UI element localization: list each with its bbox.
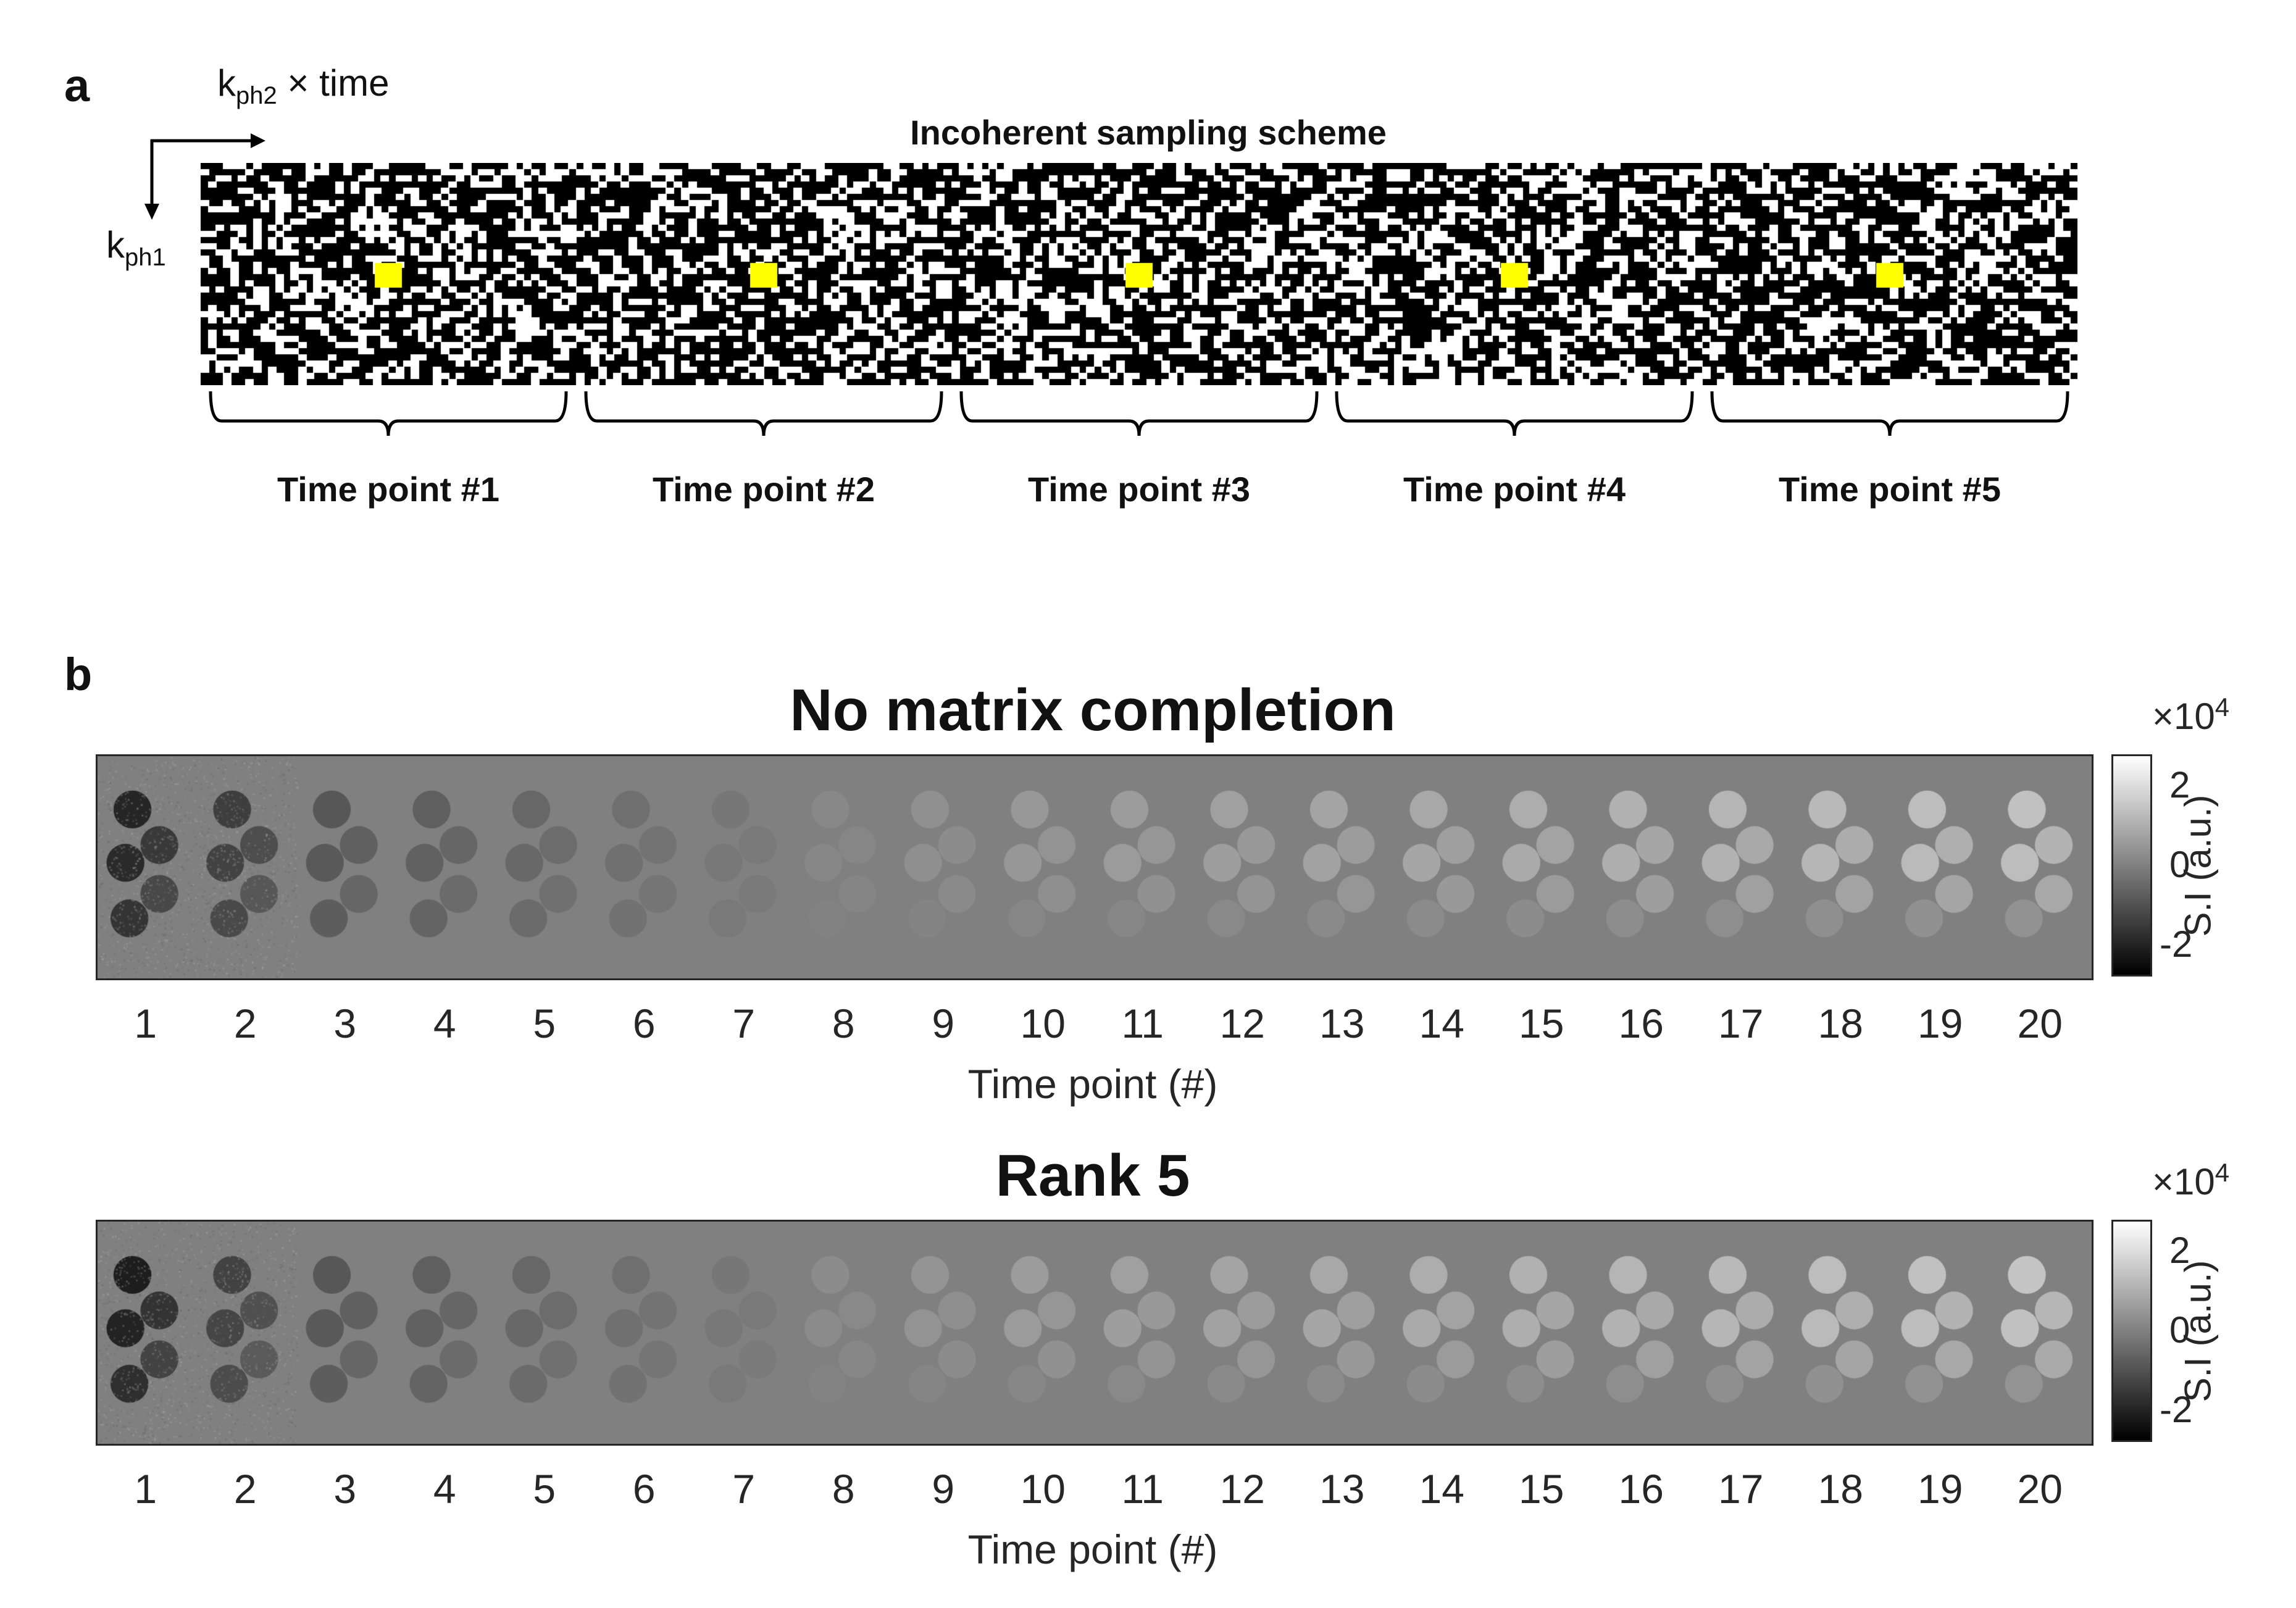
colorbar-label: S.I (a.u.) <box>2177 1260 2219 1402</box>
exponent-power: 4 <box>2215 693 2230 722</box>
kph2-time-label: kph2 × time <box>217 62 389 110</box>
x-tick-label: 17 <box>1718 1466 1764 1512</box>
plot-title: No matrix completion <box>790 677 1396 743</box>
x-tick-label: 16 <box>1618 1001 1664 1046</box>
x-tick-label: 12 <box>1219 1001 1265 1046</box>
x-tick-label: 19 <box>1918 1001 1963 1046</box>
x-tick-label: 20 <box>2017 1001 2063 1046</box>
x-tick-label: 11 <box>1121 1001 1164 1046</box>
time-point-brace <box>1710 391 2069 436</box>
time-point-braces <box>209 391 2069 436</box>
axis-arrows <box>144 133 265 220</box>
x-tick-label: 15 <box>1519 1001 1564 1046</box>
x-tick-label: 8 <box>832 1001 855 1046</box>
x-tick-label: 11 <box>1121 1466 1164 1512</box>
x-tick-label: 18 <box>1818 1466 1863 1512</box>
x-tick-label: 1 <box>134 1466 157 1512</box>
x-tick-label: 20 <box>2017 1466 2063 1512</box>
x-tick-label: 6 <box>632 1466 656 1512</box>
x-tick-label: 13 <box>1319 1466 1365 1512</box>
x-tick-label: 7 <box>732 1466 756 1512</box>
x-tick-label: 3 <box>333 1001 357 1046</box>
sampling-mask <box>201 163 2077 385</box>
time-point-label: Time point #3 <box>1028 470 1250 509</box>
heatmap-image <box>96 754 2094 980</box>
x-tick-label: 10 <box>1020 1001 1066 1046</box>
colorbar-tick-label: 2 <box>2169 764 2190 806</box>
time-point-brace <box>584 391 943 436</box>
exponent-base: ×10 <box>2152 696 2215 737</box>
kph2-suffix: × time <box>277 62 390 104</box>
time-point-label: Time point #1 <box>277 470 499 509</box>
x-tick-label: 2 <box>233 1001 257 1046</box>
exponent-base: ×10 <box>2152 1161 2215 1202</box>
colorbar-exponent: ×104 <box>2152 693 2229 738</box>
x-tick-label: 16 <box>1618 1466 1664 1512</box>
x-tick-label: 6 <box>632 1001 656 1046</box>
colorbar-tick-label: -2 <box>2160 1388 2193 1430</box>
time-point-label: Time point #2 <box>653 470 875 509</box>
kph1-base: k <box>106 224 125 265</box>
colorbar <box>2111 1220 2152 1442</box>
x-tick-label: 14 <box>1419 1001 1464 1046</box>
colorbar-tick-label: 0 <box>2169 1309 2190 1351</box>
x-tick-label: 4 <box>433 1001 456 1046</box>
x-tick-label: 8 <box>832 1466 855 1512</box>
x-axis-label: Time point (#) <box>967 1061 1218 1107</box>
x-tick-label: 7 <box>732 1001 756 1046</box>
x-tick-label: 18 <box>1818 1001 1863 1046</box>
colorbar-tick-label: 2 <box>2169 1230 2190 1272</box>
plot-title: Rank 5 <box>995 1143 1190 1209</box>
x-tick-label: 15 <box>1519 1466 1564 1512</box>
panel-b-label: b <box>64 649 93 700</box>
x-tick-label: 3 <box>333 1466 357 1512</box>
time-point-brace <box>209 391 568 436</box>
colorbar-label: S.I (a.u.) <box>2177 794 2219 937</box>
kph2-base: k <box>217 62 236 104</box>
x-tick-label: 4 <box>433 1466 456 1512</box>
x-tick-label: 17 <box>1718 1001 1764 1046</box>
kph2-sub: ph2 <box>236 82 277 109</box>
kph1-label: kph1 <box>106 223 166 272</box>
x-tick-label: 5 <box>533 1466 556 1512</box>
time-point-label: Time point #4 <box>1403 470 1626 509</box>
x-tick-label: 19 <box>1918 1466 1963 1512</box>
x-tick-label: 2 <box>233 1466 257 1512</box>
heatmap-image <box>96 1220 2094 1446</box>
x-tick-label: 9 <box>932 1001 955 1046</box>
x-tick-label: 9 <box>932 1466 955 1512</box>
colorbar-exponent: ×104 <box>2152 1158 2229 1203</box>
x-tick-label: 14 <box>1419 1466 1464 1512</box>
time-point-label: Time point #5 <box>1779 470 2001 509</box>
colorbar-tick-label: -2 <box>2160 923 2193 965</box>
x-tick-label: 1 <box>134 1001 157 1046</box>
sampling-title: Incoherent sampling scheme <box>910 113 1387 152</box>
x-axis-label: Time point (#) <box>967 1527 1218 1572</box>
time-point-brace <box>959 391 1319 436</box>
colorbar <box>2111 754 2152 977</box>
kph1-sub: ph1 <box>125 244 166 271</box>
x-tick-label: 12 <box>1219 1466 1265 1512</box>
x-tick-label: 13 <box>1319 1001 1365 1046</box>
exponent-power: 4 <box>2215 1158 2230 1187</box>
time-point-brace <box>1335 391 1694 436</box>
colorbar-tick-label: 0 <box>2169 844 2190 885</box>
vertical-arrow-head <box>144 204 159 220</box>
horizontal-arrow-head <box>251 133 265 148</box>
panel-a-label: a <box>64 60 90 111</box>
x-tick-label: 10 <box>1020 1466 1066 1512</box>
x-tick-label: 5 <box>533 1001 556 1046</box>
